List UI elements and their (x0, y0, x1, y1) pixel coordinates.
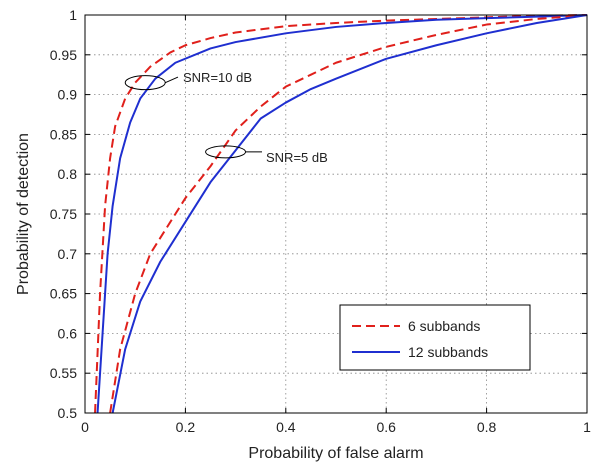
x-tick-label: 0.8 (477, 419, 497, 435)
y-tick-label: 1 (69, 7, 77, 23)
y-tick-label: 0.6 (58, 325, 78, 341)
y-tick-label: 0.8 (58, 166, 78, 182)
x-tick-label: 0 (81, 419, 89, 435)
x-tick-label: 0.2 (176, 419, 196, 435)
y-tick-label: 0.75 (50, 206, 77, 222)
annotation-snr5: SNR=5 dB (266, 150, 328, 165)
y-axis-title: Probability of detection (15, 133, 32, 295)
axis-ticks: 0 0.2 0.4 0.6 0.8 1 0.5 0.55 0.6 0.65 0.7 0.75 0.8 0.… (50, 7, 591, 435)
grid-lines (85, 15, 587, 413)
legend-box (339, 304, 531, 371)
y-tick-label: 0.85 (50, 126, 77, 142)
annotations: SNR=10 dB SNR=5 dB (165, 70, 328, 165)
legend-label: 6 subbands (408, 318, 480, 334)
x-axis-title: Probability of false alarm (248, 445, 423, 462)
x-tick-label: 0.4 (276, 419, 296, 435)
y-tick-label: 0.95 (50, 47, 77, 63)
snr10-pointer (165, 76, 179, 84)
12-subbands-snr10-line (96, 14, 588, 414)
y-tick-label: 0.65 (50, 286, 77, 302)
annotation-snr10: SNR=10 dB (183, 70, 252, 85)
x-tick-label: 1 (583, 419, 591, 435)
y-tick-label: 0.5 (58, 405, 78, 421)
y-tick-label: 0.55 (50, 365, 77, 381)
x-tick-label: 0.6 (376, 419, 396, 435)
legend-label: 12 subbands (408, 344, 488, 360)
series-lines (94, 14, 588, 414)
legend: 6 subbands 12 subbands (339, 304, 531, 371)
y-tick-label: 0.9 (58, 87, 78, 103)
y-tick-label: 0.7 (58, 246, 78, 262)
12-subbands-snr5-line (111, 14, 588, 414)
